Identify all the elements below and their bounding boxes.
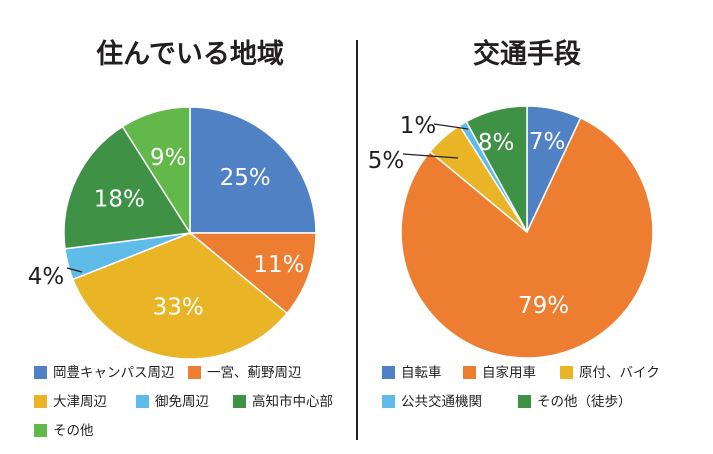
- pie-slice-label: 4%: [28, 264, 65, 290]
- chart-divider: [356, 40, 358, 440]
- legend-label: 公共交通機関: [401, 393, 482, 410]
- legend-label: 自転車: [401, 365, 442, 381]
- legend-swatch: [382, 395, 395, 408]
- legend-swatch: [34, 366, 47, 379]
- pie-slice: [465, 105, 528, 233]
- chart-title-transport: 交通手段: [473, 38, 581, 70]
- pie-slice-label: 25%: [220, 165, 271, 191]
- pie-slice-label: 11%: [253, 252, 304, 278]
- legend-label: 原付、バイク: [579, 365, 660, 381]
- legend-label: その他: [53, 423, 94, 439]
- legend-label: その他（徒歩）: [537, 394, 632, 410]
- pie-slice-label: 79%: [518, 293, 569, 319]
- pie-slice-label: 1%: [400, 113, 437, 139]
- legend-swatch: [233, 395, 246, 408]
- pie-slice-label: 5%: [368, 148, 405, 174]
- legend-swatch: [382, 366, 395, 379]
- legend-swatch: [34, 424, 47, 437]
- pie-slice: [121, 106, 191, 236]
- legend-swatch: [518, 395, 531, 408]
- pie-slice: [400, 116, 654, 359]
- pie-slice: [187, 232, 317, 315]
- pie-slice-label: 7%: [529, 129, 566, 155]
- legend-label: 自家用車: [482, 364, 536, 381]
- legend-label: 一宮、薊野周辺: [207, 365, 302, 381]
- pie-slice: [63, 125, 192, 250]
- legend-swatch: [188, 366, 201, 379]
- pie-slice: [71, 232, 289, 360]
- legend-swatch: [463, 366, 476, 379]
- pie-slice-label: 9%: [150, 145, 187, 171]
- pie-transport: 7% 自転車 79% 自家用車 5% 原付、バイク 1% 公共交通機関 8% その他（徒歩）: [368, 105, 660, 410]
- pie-slice-label: 18%: [94, 187, 145, 213]
- pie-slice: [189, 106, 317, 234]
- chart-title-region: 住んでいる地域: [96, 38, 284, 70]
- pie-slice-label: 8%: [478, 130, 515, 156]
- legend-swatch: [34, 395, 47, 408]
- legend-swatch: [560, 366, 573, 379]
- legend-swatch: [136, 395, 149, 408]
- legend-label: 岡豊キャンパス周辺: [53, 365, 175, 381]
- legend-label: 高知市中心部: [252, 393, 333, 410]
- pie-leader-line: [66, 267, 83, 273]
- pie-leader-line: [433, 123, 469, 130]
- legend-label: 大津周辺: [53, 394, 107, 410]
- pie-region: 25% 岡豊キャンパス周辺 11% 一宮、薊野周辺 33% 大津周辺 4% 御免周辺 18% 高知…: [28, 106, 333, 439]
- pie-leader-line: [402, 153, 459, 159]
- legend-label: 御免周辺: [155, 394, 209, 410]
- pie-slice-label: 33%: [153, 295, 204, 321]
